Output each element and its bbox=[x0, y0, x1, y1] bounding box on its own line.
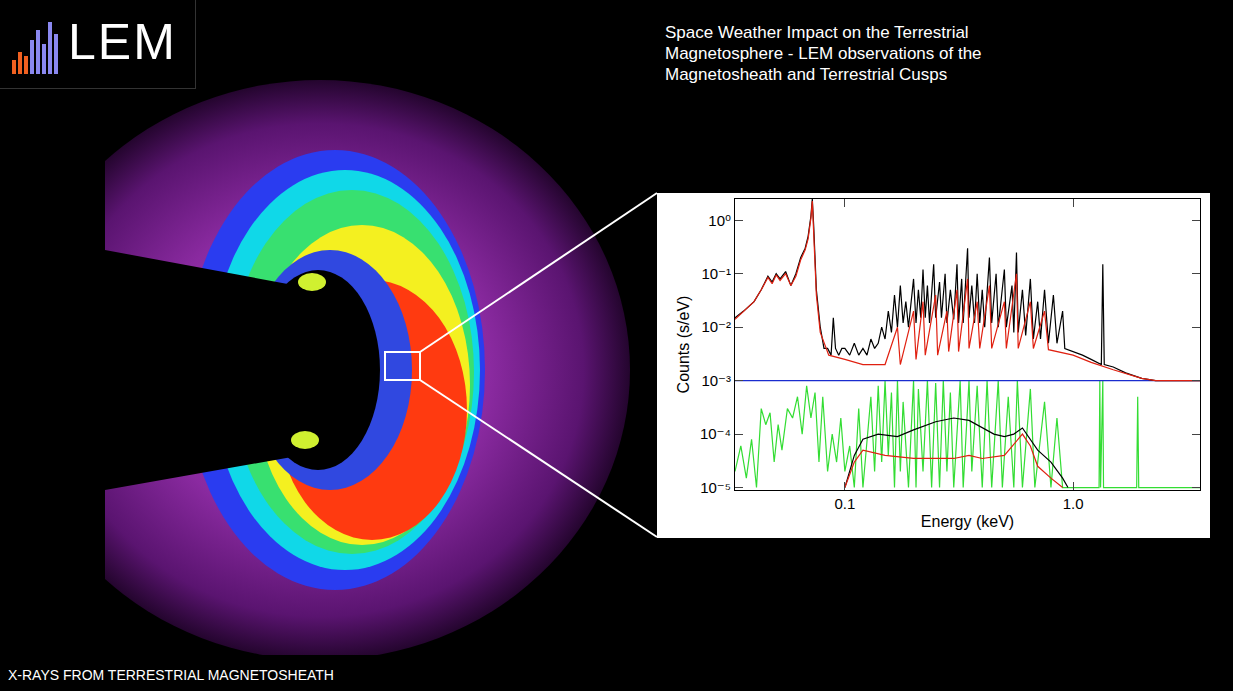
svg-text:1.0: 1.0 bbox=[1063, 495, 1084, 512]
svg-text:10⁻³: 10⁻³ bbox=[701, 372, 731, 389]
html-text:X-RAYS FROM TERRESTRIAL MAGNET: X-RAYS FROM TERRESTRIAL MAGNETOSHEATH bbox=[8, 667, 334, 683]
html-text:Space Weather Impact on the Te: Space Weather Impact on the Terrestrial … bbox=[665, 23, 982, 84]
html-text:LEM: LEM bbox=[68, 14, 177, 70]
svg-text:10⁰: 10⁰ bbox=[708, 212, 731, 229]
svg-text:10⁻⁵: 10⁻⁵ bbox=[700, 479, 731, 496]
svg-text:10⁻¹: 10⁻¹ bbox=[701, 265, 731, 282]
svg-text:Energy (keV): Energy (keV) bbox=[921, 513, 1014, 530]
svg-text:10⁻²: 10⁻² bbox=[701, 318, 731, 335]
svg-text:Counts (s/eV): Counts (s/eV) bbox=[675, 296, 692, 394]
svg-text:10⁻⁴: 10⁻⁴ bbox=[700, 425, 731, 442]
svg-text:0.1: 0.1 bbox=[834, 495, 855, 512]
